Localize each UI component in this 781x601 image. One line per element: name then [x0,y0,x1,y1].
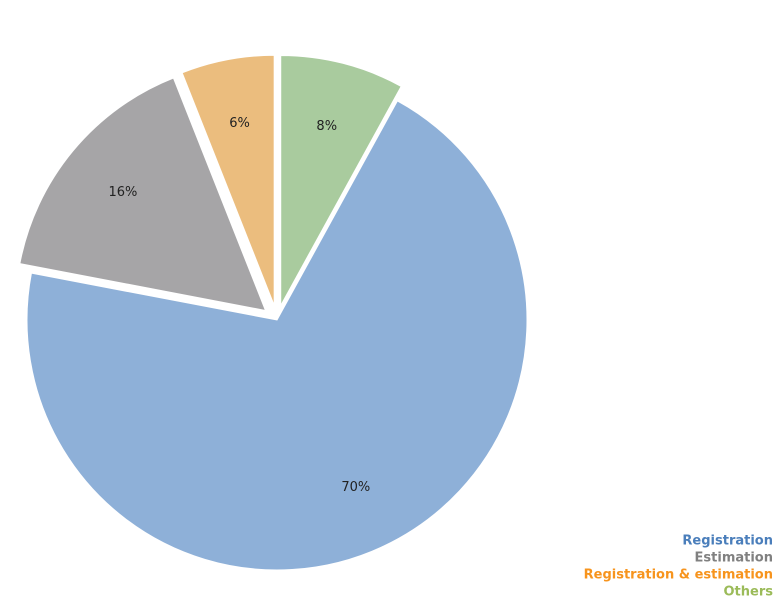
legend-entry: Others [724,585,774,600]
pie-slice [19,77,267,312]
legend-entry: Estimation [695,551,773,566]
pie-slice [280,54,402,306]
pie-slice [26,100,528,571]
slice-label: 16% [108,185,137,200]
legend-entry: Registration & estimation [584,568,773,583]
slice-label: 6% [229,116,250,131]
slice-label: 8% [316,119,337,134]
legend-entry: Registration [682,534,773,549]
slice-label: 70% [341,480,370,495]
pie-slice [181,54,275,306]
